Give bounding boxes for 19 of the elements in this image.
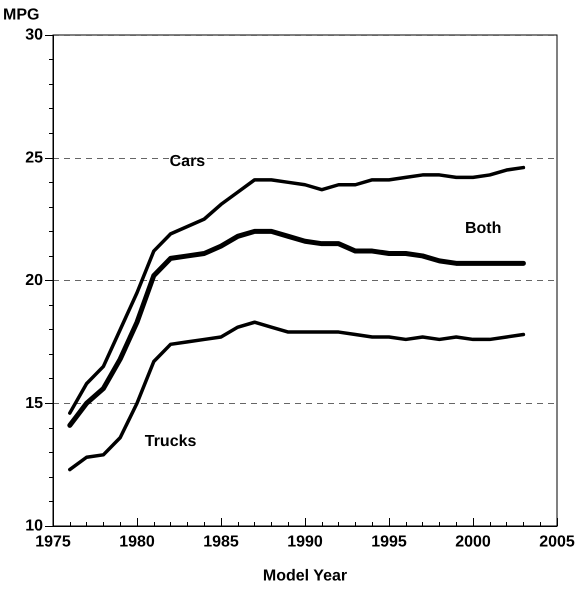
y-axis-title: MPG (3, 6, 40, 24)
line-series (68, 166, 526, 415)
y-tick-label: 25 (25, 149, 44, 166)
y-tick-label: 15 (25, 394, 44, 412)
y-tick-label: 30 (25, 26, 44, 44)
x-tick-label: 1985 (203, 534, 239, 550)
x-axis-title: Model Year (262, 568, 348, 584)
x-tick-label: 2005 (539, 534, 575, 550)
x-tick-label: 1980 (119, 534, 155, 550)
series-label: Trucks (144, 432, 196, 450)
series-label: Both (464, 220, 502, 237)
line-series (68, 320, 526, 472)
y-tick-label: 20 (25, 272, 44, 289)
x-tick-label: 1990 (287, 534, 323, 550)
x-tick-label: 1995 (371, 534, 407, 550)
y-tick-label: 10 (25, 518, 44, 534)
x-tick-label: 1975 (35, 534, 71, 550)
x-tick-label: 2000 (455, 534, 491, 550)
text: Cars (170, 152, 206, 170)
